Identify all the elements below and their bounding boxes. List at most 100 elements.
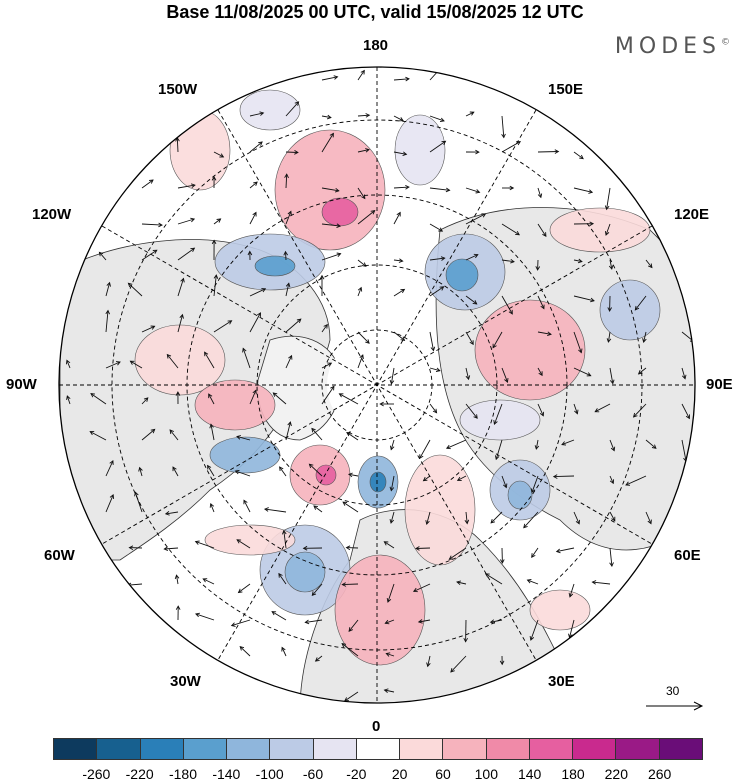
wind-arrow — [105, 460, 114, 477]
wind-arrow — [501, 475, 507, 488]
wind-arrow-head — [66, 395, 71, 400]
colorbar-swatch — [54, 739, 98, 759]
wind-arrow-head — [227, 320, 233, 325]
graticule — [59, 67, 695, 703]
wind-arrow-head — [574, 409, 579, 415]
wind-arrow — [311, 428, 323, 441]
wind-arrow-head — [204, 351, 209, 357]
colorbar-tick-label: -60 — [302, 766, 324, 782]
wind-arrow-head — [271, 611, 277, 616]
wind-arrow — [429, 403, 437, 413]
wind-arrow — [169, 429, 179, 441]
wind-arrow-head — [515, 230, 521, 236]
wind-arrow-head — [561, 441, 567, 446]
wind-arrow — [429, 257, 445, 261]
wind-reference-arrow — [646, 701, 704, 711]
wind-arrow — [213, 218, 221, 225]
wind-arrow — [609, 475, 614, 484]
wind-arrow-head — [456, 580, 462, 586]
wind-arrow — [278, 573, 287, 585]
wind-arrow-head — [287, 210, 292, 216]
wind-arrow — [418, 619, 431, 623]
wind-arrow — [390, 439, 395, 450]
wind-arrow-head — [283, 250, 288, 256]
wind-arrow — [427, 655, 431, 667]
wind-arrow-head — [174, 574, 180, 580]
wind-arrow-head — [379, 401, 384, 407]
wind-arrow-head — [385, 652, 391, 657]
wind-arrow — [176, 575, 179, 585]
wind-arrow-head — [149, 179, 154, 184]
wind-arrow-head — [441, 140, 447, 146]
copyright-mark: © — [721, 37, 730, 48]
wind-arrow-head — [591, 580, 597, 585]
colorbar-swatch — [313, 739, 357, 759]
wind-arrow — [501, 223, 520, 236]
wind-arrow — [357, 331, 370, 344]
wind-arrow — [105, 361, 121, 369]
wind-arrow-head — [432, 408, 438, 414]
wind-arrow — [99, 252, 107, 261]
wind-arrow-head — [359, 354, 364, 360]
wind-arrow-head — [209, 502, 215, 508]
wind-arrow — [90, 393, 107, 405]
brand-logo: MODES© — [615, 34, 730, 59]
wind-arrow-head — [308, 463, 314, 469]
wind-arrow — [609, 511, 616, 522]
wind-arrow — [390, 475, 395, 491]
wind-arrow — [638, 367, 647, 375]
wind-arrow-head — [445, 187, 451, 193]
wind-arrow-head — [175, 605, 181, 610]
wind-arrow — [609, 547, 613, 567]
wind-arrow-head — [510, 258, 515, 264]
wind-arrow — [309, 463, 323, 477]
lon-label-150w: 150W — [158, 81, 198, 98]
wind-arrow — [429, 367, 441, 372]
wind-arrow — [348, 619, 359, 632]
colorbar-swatch — [227, 739, 271, 759]
wind-arrow-head — [589, 221, 595, 227]
wind-arrow-head — [389, 518, 395, 524]
wind-arrow — [393, 259, 403, 262]
wind-arrow — [573, 511, 580, 524]
wind-arrow — [105, 310, 109, 333]
wind-arrow — [249, 288, 266, 297]
wind-arrow — [429, 223, 443, 232]
wind-arrow — [501, 259, 515, 263]
wind-arrow — [645, 259, 653, 268]
wind-arrow — [609, 439, 615, 451]
wind-arrow-head — [594, 408, 600, 413]
wind-arrow — [321, 253, 341, 261]
wind-arrow — [249, 112, 264, 117]
wind-arrow — [177, 247, 195, 261]
wind-arrow-head — [473, 414, 478, 419]
wind-arrow-head — [89, 431, 95, 436]
colorbar-swatch — [97, 739, 141, 759]
wind-arrow-head — [207, 464, 212, 470]
wind-arrow — [553, 475, 575, 478]
wind-arrow — [89, 431, 107, 441]
wind-arrow-head — [190, 183, 196, 188]
wind-arrow — [390, 367, 395, 384]
lon-label-120e: 120E — [674, 206, 710, 223]
wind-arrow-head — [365, 113, 371, 118]
wind-arrow-head — [575, 519, 580, 525]
wind-arrow — [177, 314, 183, 333]
wind-arrow-head — [642, 338, 647, 344]
wind-arrow — [348, 473, 359, 477]
wind-arrow — [429, 140, 446, 153]
wind-arrow-head — [330, 385, 335, 391]
wind-arrow-head — [326, 114, 332, 120]
wind-arrow — [384, 541, 395, 549]
wind-arrow — [249, 312, 261, 333]
wind-arrow — [357, 354, 364, 369]
wind-arrow-head — [530, 488, 536, 494]
wind-arrow-head — [578, 348, 583, 354]
wind-arrow — [465, 367, 470, 380]
wind-arrow-head — [169, 429, 174, 435]
wind-arrow — [390, 511, 395, 524]
wind-arrow-head — [609, 562, 614, 568]
wind-arrow — [213, 151, 224, 158]
wind-arrow-head — [590, 297, 595, 303]
